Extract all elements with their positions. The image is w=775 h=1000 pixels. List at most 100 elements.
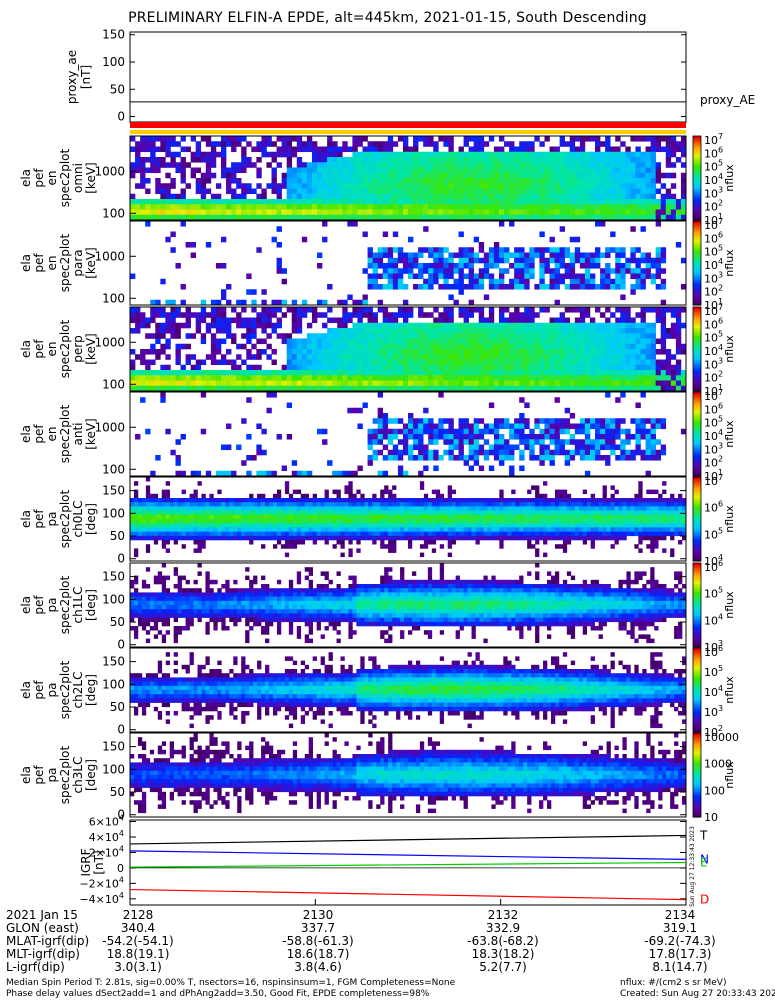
heatmap-cell [149,502,155,507]
heatmap-cell [236,183,242,189]
heatmap-cell [660,359,667,366]
heatmap-cell [620,449,626,456]
heatmap-cell [438,188,444,195]
heatmap-cell [514,193,520,200]
heatmap-cell [423,214,429,221]
heatmap-cell [458,359,464,366]
heatmap-cell [300,506,306,511]
heatmap-cell [137,498,143,503]
heatmap-cell [404,510,409,516]
heatmap-cell [367,263,373,269]
heatmap-cell [388,540,393,545]
heatmap-cell [498,172,505,179]
heatmap-cell [559,370,565,376]
heatmap-cell [135,209,141,216]
heatmap-cell [569,178,576,184]
heatmap-cell [428,141,434,147]
heatmap-cell [377,434,384,440]
heatmap-cell [362,299,368,306]
heatmap-cell [589,252,596,259]
heatmap-cell [249,502,254,507]
heatmap-cell [448,349,454,355]
heatmap-cell [554,162,560,168]
heatmap-cell [364,519,369,524]
heatmap-cell [423,193,429,200]
heatmap-cell [177,506,182,511]
heatmap-cell [529,204,535,210]
heatmap-cell [220,307,227,313]
heatmap-cell [241,343,247,350]
heatmap-cell [675,359,682,366]
heatmap-cell [574,257,581,264]
heatmap-cell [418,247,424,253]
heatmap-cell [322,183,328,189]
heatmap-cell [337,214,343,221]
heatmap-cell [519,317,525,324]
heatmap-cell [453,178,459,184]
heatmap-cell [483,317,490,324]
heatmap-cell [266,307,272,313]
y-axis-label: ela [19,254,33,272]
heatmap-cell [509,146,515,153]
heatmap-cell [352,204,358,210]
heatmap-cell [231,199,237,205]
colorbar-segment [693,469,701,473]
heatmap-cell [559,214,565,221]
heatmap-cell [645,157,651,163]
heatmap-cell [579,188,586,195]
heatmap-cell [468,167,475,174]
heatmap-cell [544,333,550,339]
heatmap-cell [443,167,449,174]
heatmap-cell [332,204,338,210]
heatmap-cell [265,506,270,511]
heatmap-cell [574,444,581,451]
heatmap-cell [251,307,257,313]
heatmap-cell [324,489,329,495]
heatmap-cell [660,204,667,210]
heatmap-cell [423,333,429,339]
heatmap-cell [261,136,267,142]
heatmap-cell [301,167,308,174]
heatmap-cell [468,455,475,461]
heatmap-cell [352,312,358,318]
heatmap-cell [458,284,464,290]
heatmap-cell [524,370,530,376]
heatmap-cell [605,204,611,210]
heatmap-cell [544,307,550,313]
heatmap-cell [153,527,159,532]
heatmap-cell [615,380,621,387]
heatmap-cell [418,193,424,200]
heatmap-cell [140,380,146,387]
heatmap-cell [387,364,394,371]
heatmap-cell [620,193,626,200]
heatmap-cell [400,498,405,503]
colorbar-segment [693,410,701,414]
heatmap-cell [453,252,459,259]
heatmap-cell [660,333,667,339]
heatmap-cell [137,527,143,532]
heatmap-cell [620,273,626,280]
heatmap-cell [317,375,323,381]
heatmap-cell [524,214,530,221]
heatmap-cell [281,333,287,339]
heatmap-cell [584,188,591,195]
heatmap-cell [433,172,439,179]
heatmap-cell [372,278,378,285]
heatmap-cell [332,502,337,507]
heatmap-cell [367,252,373,259]
heatmap-cell [488,252,495,259]
heatmap-cell [413,418,419,424]
heatmap-cell [519,349,525,355]
heatmap-cell [655,423,662,430]
heatmap-cell [408,343,414,350]
heatmap-cell [251,328,257,334]
heatmap-cell [220,167,227,174]
heatmap-cell [574,178,581,184]
heatmap-cell [640,322,646,329]
heatmap-cell [256,380,262,387]
heatmap-cell [595,418,601,424]
heatmap-cell [519,172,525,179]
heatmap-cell [610,434,616,440]
colorbar-segment [693,186,701,190]
heatmap-cell [605,380,611,387]
